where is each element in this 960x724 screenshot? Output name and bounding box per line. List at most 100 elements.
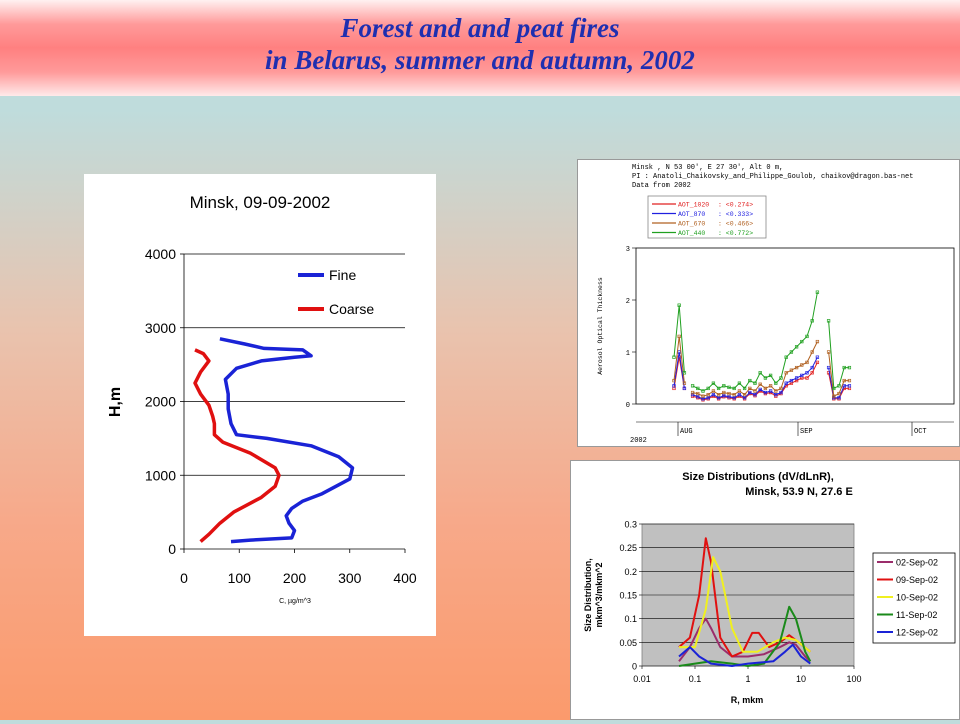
data-point-triangle-up <box>774 381 778 385</box>
data-point-x-mark <box>794 365 799 370</box>
data-point-x-mark <box>682 381 687 385</box>
data-point-triangle-down <box>690 392 695 397</box>
data-point-triangle-up <box>805 334 809 339</box>
data-point-triangle-down <box>696 395 700 399</box>
data-point-x-mark <box>810 350 814 354</box>
data-point-x-mark <box>711 389 716 393</box>
y-tick-label: 2 <box>626 298 630 306</box>
y-tick-label: 1000 <box>145 467 176 483</box>
data-point-triangle-down <box>758 387 762 392</box>
series-line-aot_670 <box>828 351 850 397</box>
y-tick-label: 0.3 <box>624 520 637 530</box>
header-line-3: Data from 2002 <box>632 182 691 190</box>
data-point-triangle-down <box>779 390 783 395</box>
data-point-triangle-down <box>774 392 778 397</box>
plot-frame <box>635 247 955 405</box>
data-point-triangle-up <box>815 290 820 294</box>
legend-box <box>647 195 767 239</box>
x-axis-label: R, mkm <box>731 695 764 705</box>
data-point-triangle-down <box>826 365 831 370</box>
data-point-x-mark <box>727 391 731 396</box>
ticks: 0 1 2 3 AUG SEP OCT <box>626 246 954 436</box>
y-axis-label-line-1: Size Distribution, <box>583 558 593 632</box>
data-point-triangle-up <box>696 386 700 391</box>
data-point-x-mark <box>737 389 742 393</box>
chart-title-line-1: Size Distributions (dV/dLnR), <box>682 471 834 483</box>
series-line-11-sep-02 <box>678 605 812 667</box>
data-point-x-mark <box>732 392 736 397</box>
legend-mean: : <0.466> <box>718 221 753 228</box>
legend-label: AOT_870 <box>678 211 705 218</box>
x-tick-label: 200 <box>283 570 307 586</box>
legend: 02-Sep-02 09-Sep-02 10-Sep-02 11-Sep-02 12-S… <box>877 558 938 638</box>
x-tick-label: 0.1 <box>689 674 702 684</box>
data-point-triangle-down <box>682 386 687 391</box>
y-tick-label: 1 <box>626 350 630 358</box>
y-tick-label: 4000 <box>145 246 176 262</box>
series-line-aot_870 <box>673 351 685 389</box>
legend-label-fine: Fine <box>329 267 356 283</box>
data-point-triangle-up <box>800 339 804 344</box>
legend: AOT_1020: <0.274> AOT_870: <0.333> AOT_670… <box>652 202 753 237</box>
data-point-triangle-down <box>722 394 726 398</box>
y-tick-label: 0 <box>168 541 176 557</box>
data-point-x-mark <box>722 390 726 395</box>
title-line-2: in Belarus, summer and autumn, 2002 <box>265 45 695 75</box>
data-point-x-mark <box>847 378 852 383</box>
series-line-fine <box>219 337 355 544</box>
legend-label: 12-Sep-02 <box>896 628 938 638</box>
data-point-x-mark <box>706 392 710 397</box>
aot-chart: Minsk , N 53 00', E 27 30', Alt 0 m, PI … <box>597 164 955 445</box>
data-point-x-mark <box>763 386 768 391</box>
y-axis-label-line-2: mkm^3/mkm^2 <box>594 562 604 627</box>
profile-chart: Minsk, 09-09-2002 H,m C, µg/m^3 01000200… <box>107 193 417 605</box>
legend-label: AOT_670 <box>678 221 705 228</box>
data-point-triangle-up <box>794 345 799 349</box>
data-point-triangle-up <box>784 355 788 359</box>
legend-label: 11-Sep-02 <box>896 610 937 620</box>
data-point-triangle-up <box>732 386 736 391</box>
y-tick-label: 3000 <box>145 320 176 336</box>
data-point-x-mark <box>800 363 804 367</box>
data-point-triangle-down <box>837 396 841 400</box>
data-point-triangle-up <box>779 376 783 380</box>
header-line-2: PI : Anatoli_Chaikovsky_and_Philippe_Gou… <box>632 173 913 181</box>
data-point-x-mark <box>789 368 794 372</box>
legend-mean: : <0.274> <box>718 202 753 209</box>
data-point-x-mark <box>672 378 676 383</box>
data-point-triangle-down <box>711 392 716 397</box>
y-axis-label: H,m <box>107 387 124 417</box>
data-point-triangle-up <box>722 384 726 388</box>
data-point-triangle-down <box>753 392 757 397</box>
x-tick-label: 10 <box>796 674 806 684</box>
y-tick-label: 0.1 <box>624 614 637 624</box>
series-line-aot_440 <box>828 320 850 390</box>
x-tick-label: OCT <box>914 428 927 436</box>
data-point-triangle-down <box>748 390 752 395</box>
data-point-triangle-up <box>690 384 695 388</box>
data-point-square <box>805 376 809 380</box>
header-line-1: Minsk , N 53 00', E 27 30', Alt 0 m, <box>632 164 783 172</box>
series-line-aot_440 <box>692 292 818 392</box>
data-point-triangle-up <box>737 381 742 385</box>
data-point-square <box>810 371 814 375</box>
series-line-10-sep-02 <box>679 556 811 653</box>
series-lines <box>678 537 812 667</box>
data-point-x-mark <box>805 360 809 365</box>
data-point-triangle-down <box>732 396 736 400</box>
data-point-triangle-down <box>847 384 852 388</box>
y-tick-label: 0.05 <box>619 638 637 648</box>
profile-chart-panel: Minsk, 09-09-2002 H,m C, µg/m^3 0 1000 200… <box>84 174 436 636</box>
legend-label-coarse: Coarse <box>329 301 374 317</box>
data-point-triangle-up <box>832 386 836 391</box>
data-point-x-mark <box>837 391 841 396</box>
x-tick-label: 0.01 <box>633 674 651 684</box>
series-line-aot_670 <box>673 336 685 384</box>
data-point-triangle-up <box>727 385 731 390</box>
legend-label: 09-Sep-02 <box>896 575 938 585</box>
data-point-triangle-up <box>789 350 794 354</box>
data-point-triangle-up <box>763 376 768 380</box>
data-point-triangle-up <box>711 381 716 385</box>
chart-title: Minsk, 09-09-2002 <box>190 193 331 212</box>
legend-label: AOT_440 <box>678 230 705 237</box>
